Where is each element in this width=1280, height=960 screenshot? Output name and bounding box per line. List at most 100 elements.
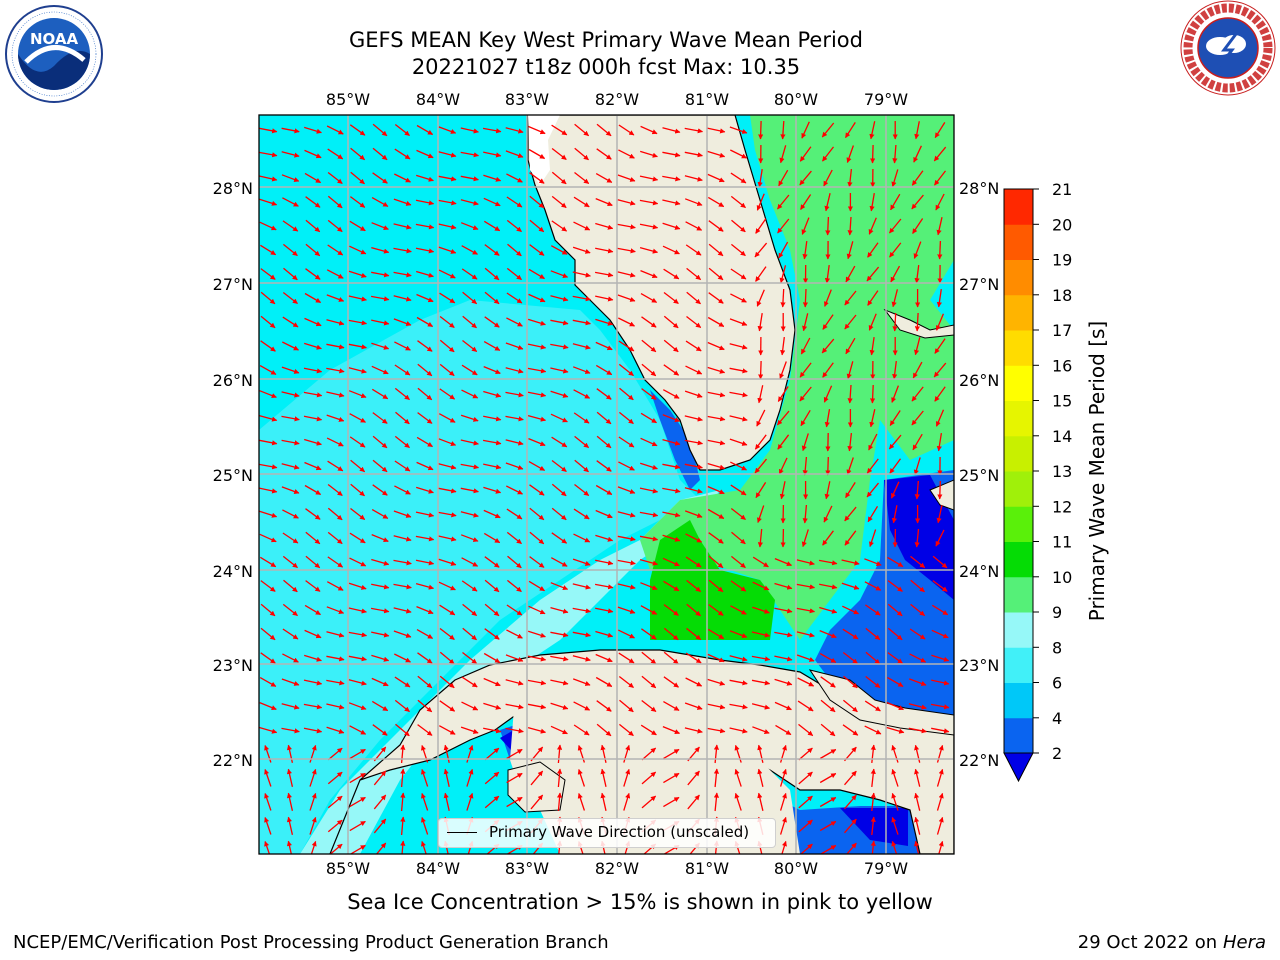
- wave-direction-arrow: [505, 391, 524, 398]
- wave-direction-arrow: [443, 744, 450, 763]
- wave-direction-arrow: [461, 245, 478, 255]
- wave-direction-arrow: [774, 655, 793, 662]
- wave-direction-arrow: [505, 342, 524, 350]
- wave-direction-arrow: [281, 127, 300, 134]
- wave-direction-arrow: [914, 840, 920, 854]
- wave-direction-arrow: [914, 265, 920, 284]
- wave-direction-arrow: [259, 221, 277, 231]
- wave-direction-arrow: [663, 364, 680, 376]
- wave-direction-arrow: [327, 244, 344, 256]
- wave-direction-arrow: [776, 194, 790, 210]
- wave-direction-arrow: [707, 703, 726, 710]
- wave-direction-arrow: [751, 631, 771, 638]
- wave-direction-arrows: [259, 120, 950, 854]
- wave-direction-arrow: [349, 748, 366, 760]
- wave-direction-arrow: [819, 629, 837, 639]
- wave-direction-arrow: [846, 241, 854, 260]
- wave-direction-arrow: [774, 582, 793, 590]
- wave-direction-arrow: [528, 605, 546, 615]
- wave-direction-arrow: [529, 172, 545, 184]
- wave-direction-arrow: [819, 748, 837, 760]
- wave-direction-arrow: [618, 461, 635, 471]
- wave-direction-arrow: [348, 702, 367, 710]
- wave-direction-arrow: [731, 531, 746, 545]
- wave-direction-arrow: [868, 313, 877, 331]
- wave-direction-arrow: [931, 604, 949, 616]
- wave-direction-arrow: [758, 360, 764, 380]
- wave-direction-arrow: [461, 389, 479, 399]
- wave-direction-arrow: [797, 700, 814, 712]
- wave-direction-arrow: [889, 242, 902, 258]
- wave-direction-arrow: [819, 583, 838, 590]
- wave-direction-arrow: [572, 319, 591, 326]
- wave-direction-arrow: [891, 385, 900, 403]
- wave-direction-arrow: [707, 316, 725, 328]
- wave-direction-arrow: [303, 415, 323, 422]
- wave-direction-arrow: [326, 703, 345, 710]
- period-field-8: [259, 300, 700, 854]
- wave-direction-arrow: [618, 124, 635, 136]
- map-subtitle: 20221027 t18z 000h fcst Max: 10.35: [411, 55, 801, 79]
- wave-direction-arrow: [506, 196, 523, 208]
- wave-direction-arrow: [931, 654, 950, 662]
- wave-direction-arrow: [595, 341, 613, 351]
- colorbar-tick-label: 4: [1052, 709, 1062, 728]
- wave-direction-arrow: [662, 725, 680, 735]
- wave-direction-arrow: [286, 744, 294, 763]
- wave-direction-arrow: [774, 631, 793, 638]
- wave-direction-arrow: [304, 629, 322, 639]
- wave-direction-arrow: [841, 582, 860, 590]
- wave-direction-arrow: [937, 480, 943, 500]
- wave-direction-arrow: [779, 145, 787, 164]
- wave-direction-arrow: [641, 675, 657, 689]
- wave-direction-arrow: [574, 483, 590, 497]
- wave-direction-arrow: [687, 794, 700, 810]
- wave-direction-arrow: [824, 265, 831, 284]
- wave-direction-arrow: [550, 390, 569, 398]
- wave-direction-arrow: [870, 768, 876, 787]
- wave-direction-arrow: [639, 511, 659, 518]
- wave-direction-arrow: [641, 771, 657, 785]
- svg-text:NOAA: NOAA: [30, 30, 79, 48]
- wave-direction-arrow: [641, 651, 657, 665]
- map-area: [259, 115, 954, 854]
- wave-direction-arrow: [326, 294, 345, 302]
- wave-direction-arrow: [572, 366, 591, 374]
- wave-direction-arrow: [640, 605, 658, 615]
- wave-direction-arrow: [282, 603, 298, 617]
- wave-direction-arrow: [844, 314, 857, 330]
- wave-direction-arrow: [400, 768, 406, 788]
- wave-direction-arrow: [439, 675, 455, 689]
- wave-direction-arrow: [528, 148, 546, 160]
- wave-direction-arrow: [758, 120, 764, 140]
- wave-direction-arrow: [551, 124, 568, 136]
- wave-direction-arrow: [685, 365, 703, 375]
- wave-direction-arrow: [600, 768, 607, 787]
- wave-direction-arrow: [595, 653, 613, 663]
- wave-direction-arrow: [913, 457, 921, 476]
- wave-direction-arrow: [663, 676, 679, 688]
- wave-direction-arrow: [686, 267, 702, 281]
- wave-direction-arrow: [530, 770, 544, 786]
- wave-direction-arrow: [617, 535, 636, 542]
- wave-direction-arrow: [416, 486, 434, 494]
- wave-direction-arrow: [914, 792, 921, 811]
- wave-direction-arrow: [415, 535, 435, 542]
- wave-direction-arrow: [751, 703, 771, 710]
- wave-direction-arrow: [305, 580, 321, 592]
- wave-direction-arrow: [687, 770, 700, 786]
- wave-direction-arrow: [304, 172, 322, 184]
- wave-direction-arrow: [842, 699, 858, 713]
- wave-direction-arrow: [847, 216, 853, 236]
- wave-direction-arrow: [282, 532, 299, 544]
- wave-direction-arrow: [756, 289, 765, 307]
- wave-direction-arrow: [870, 384, 876, 404]
- wave-direction-arrow: [484, 747, 500, 761]
- lat-tick-left: 27°N: [213, 275, 253, 294]
- wave-direction-arrow: [282, 555, 298, 569]
- lat-tick-left: 24°N: [213, 562, 253, 581]
- wave-direction-arrow: [462, 603, 478, 617]
- wave-direction-arrow: [529, 556, 545, 568]
- wave-direction-arrow: [438, 246, 457, 254]
- wave-direction-arrow: [842, 651, 858, 665]
